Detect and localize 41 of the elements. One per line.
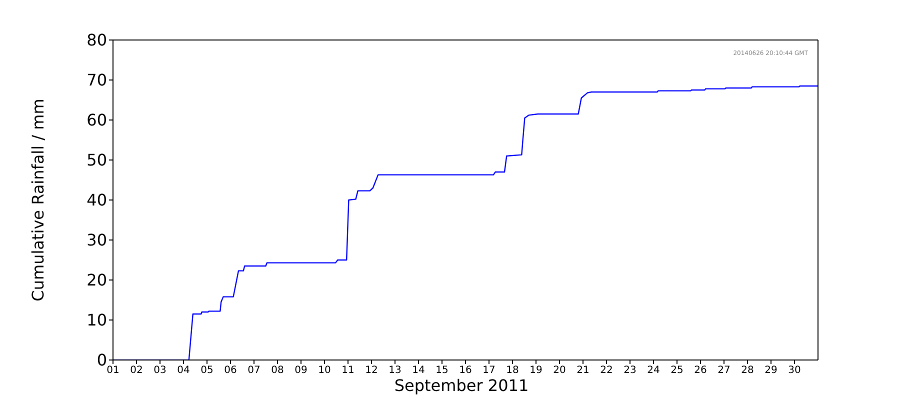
x-tick-label: 10 bbox=[318, 365, 331, 376]
y-tick-label: 60 bbox=[86, 110, 107, 130]
x-tick-label: 15 bbox=[436, 365, 448, 376]
y-tick-label: 80 bbox=[86, 30, 107, 50]
x-tick-label: 18 bbox=[506, 365, 519, 376]
x-tick-label: 24 bbox=[647, 365, 660, 376]
x-tick-label: 14 bbox=[412, 365, 425, 376]
x-tick-label: 09 bbox=[294, 365, 308, 376]
x-tick-label: 06 bbox=[224, 365, 237, 376]
x-tick-label: 07 bbox=[248, 365, 260, 376]
y-tick-label: 50 bbox=[86, 150, 107, 170]
x-tick-label: 23 bbox=[624, 365, 636, 376]
x-tick-label: 12 bbox=[365, 365, 378, 376]
x-tick-label: 02 bbox=[130, 365, 143, 376]
x-tick-label: 28 bbox=[741, 365, 754, 376]
y-tick-label: 10 bbox=[86, 310, 107, 330]
x-tick-label: 26 bbox=[694, 365, 707, 376]
x-tick-label: 16 bbox=[459, 365, 472, 376]
x-tick-label: 11 bbox=[342, 365, 354, 376]
y-tick-label: 40 bbox=[86, 190, 107, 210]
x-tick-label: 03 bbox=[154, 365, 166, 376]
x-tick-label: 20 bbox=[553, 365, 566, 376]
x-tick-label: 19 bbox=[530, 365, 542, 376]
y-tick-label: 20 bbox=[86, 270, 107, 290]
x-tick-label: 17 bbox=[482, 365, 496, 376]
x-tick-label: 27 bbox=[718, 365, 730, 376]
y-axis-title: Cumulative Rainfall / mm bbox=[28, 98, 48, 302]
y-tick-label: 0 bbox=[96, 350, 107, 370]
x-tick-label: 04 bbox=[177, 365, 190, 376]
x-axis-title: September 2011 bbox=[393, 376, 530, 396]
x-tick-label: 22 bbox=[600, 365, 613, 376]
x-tick-label: 13 bbox=[388, 365, 402, 376]
x-tick-label: 05 bbox=[200, 365, 214, 376]
y-tick-label: 30 bbox=[86, 230, 107, 250]
x-tick-label: 01 bbox=[106, 365, 120, 376]
x-tick-label: 08 bbox=[271, 365, 284, 376]
x-tick-label: 29 bbox=[764, 365, 778, 376]
y-tick-label: 70 bbox=[86, 70, 107, 90]
x-tick-label: 21 bbox=[576, 365, 590, 376]
x-tick-label: 25 bbox=[670, 365, 684, 376]
x-tick-label: 30 bbox=[788, 365, 801, 376]
